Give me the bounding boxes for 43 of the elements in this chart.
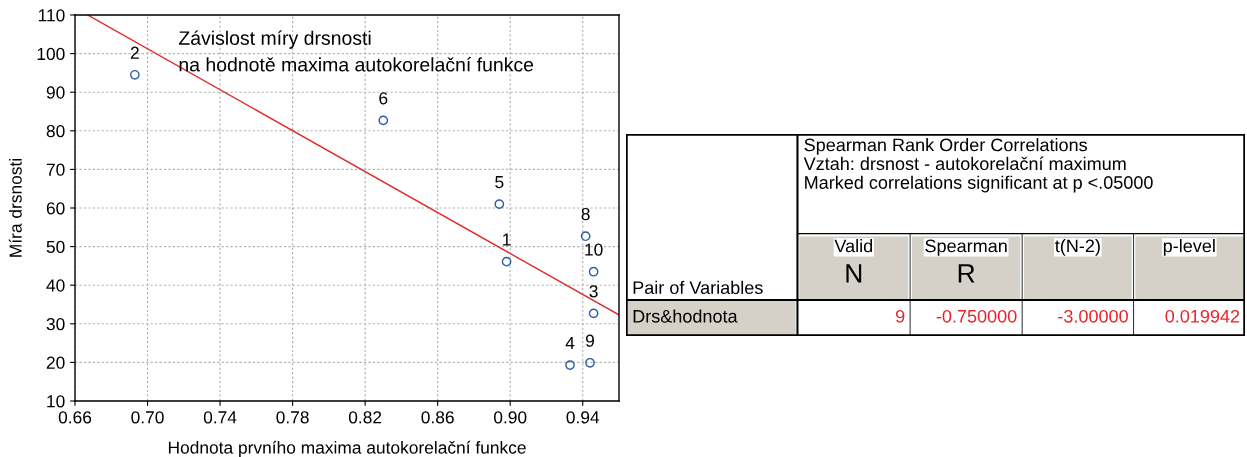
x-tick-label: 0.82 xyxy=(348,411,382,424)
x-tick-label: 0.78 xyxy=(276,411,309,424)
text: Pair of Variables xyxy=(633,280,763,295)
x-tick-label: 0.94 xyxy=(566,411,600,424)
text: -3.00000 xyxy=(1058,309,1128,323)
y-tick-label: 70 xyxy=(46,163,65,176)
annotation: 4 xyxy=(565,337,575,349)
annotation: 10 xyxy=(585,243,603,256)
x-tick-label: 0.70 xyxy=(131,411,164,424)
annotation: 9 xyxy=(585,334,594,347)
y-tick-label: 30 xyxy=(46,317,65,331)
text: 0.019942 xyxy=(1165,309,1240,323)
text: Závislost míry drsnosti na hodnotě maxima autokorelační funkce xyxy=(178,30,534,72)
y-tick-label: 110 xyxy=(38,9,65,22)
text: -0.750000 xyxy=(936,309,1017,323)
annotation: 5 xyxy=(495,176,504,189)
y-tick-label: 40 xyxy=(46,279,65,292)
x-axis-title: Hodnota prvního maxima autokorelační funkce xyxy=(168,440,526,457)
text: Spearman Rank Order Correlations xyxy=(804,138,1087,155)
y-tick-label: 50 xyxy=(46,240,65,254)
y-tick-label: 60 xyxy=(46,202,65,215)
y-tick-label: 90 xyxy=(46,86,65,99)
annotation: 1 xyxy=(503,233,511,246)
y-tick-label: 100 xyxy=(37,47,65,61)
x-tick-label: 0.74 xyxy=(203,411,237,424)
annotation: 8 xyxy=(581,207,590,221)
text: 9 xyxy=(895,309,905,323)
annotation: 6 xyxy=(379,92,388,105)
x-tick-label: 0.90 xyxy=(493,411,527,424)
text: Vztah: drsnost - autokorelační maximum Marked correlations significant at p <.05000 xyxy=(803,156,1153,193)
annotation: 2 xyxy=(130,46,139,59)
y-tick-label: 20 xyxy=(46,356,65,369)
text: Valid N xyxy=(834,239,873,283)
x-tick-label: 0.66 xyxy=(58,411,92,424)
x-tick-label: 0.86 xyxy=(421,411,454,424)
text: Drs&hodnota xyxy=(633,309,738,323)
y-tick-label: 80 xyxy=(46,124,65,138)
text: p-level xyxy=(1163,239,1215,256)
text: Spearman R xyxy=(925,239,1007,283)
y-tick-label: 10 xyxy=(47,395,65,408)
text: t(N-2) xyxy=(1055,239,1100,256)
y-axis-title: Míra drsnosti xyxy=(8,159,22,257)
annotation: 3 xyxy=(589,285,598,298)
